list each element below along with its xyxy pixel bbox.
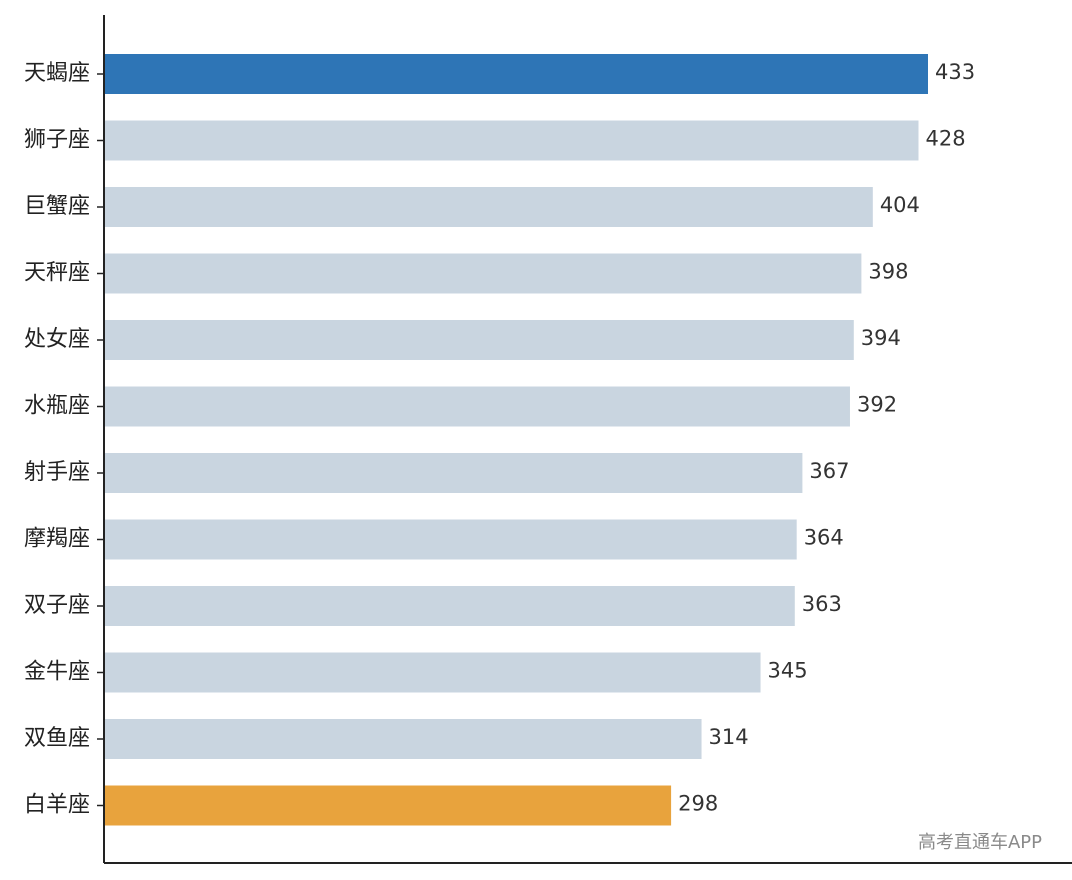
category-label: 摩羯座 (24, 527, 90, 552)
category-label: 处女座 (24, 327, 90, 352)
value-label: 367 (809, 459, 849, 483)
category-label: 白羊座 (24, 793, 90, 818)
category-label: 双鱼座 (24, 726, 90, 751)
bars-group (104, 54, 928, 826)
value-label: 345 (768, 659, 808, 683)
watermark: 高考直通车APP (917, 832, 1042, 853)
y-ticks (97, 73, 104, 807)
bar (104, 453, 803, 493)
bar (104, 785, 672, 826)
bar (104, 320, 854, 360)
value-label: 392 (857, 393, 897, 417)
value-label: 363 (802, 592, 842, 616)
category-label: 天秤座 (24, 261, 90, 286)
value-label: 364 (804, 526, 844, 550)
value-labels: 433 428 404 398 394 392 367 364 363 345 314 298 (678, 60, 975, 816)
value-label: 398 (868, 260, 908, 284)
category-label: 狮子座 (24, 128, 90, 153)
category-label: 射手座 (24, 460, 90, 485)
category-label: 金牛座 (24, 660, 90, 685)
bar (104, 54, 928, 94)
value-label: 433 (935, 60, 975, 84)
category-label: 水瓶座 (24, 394, 90, 419)
value-label: 298 (678, 792, 718, 816)
value-label: 314 (709, 725, 749, 749)
category-label: 双子座 (24, 593, 90, 618)
category-label: 天蝎座 (24, 61, 90, 86)
value-label: 404 (880, 193, 920, 217)
value-label: 428 (925, 127, 965, 151)
value-label: 394 (861, 326, 901, 350)
bar (104, 719, 702, 759)
bar (104, 187, 873, 227)
bar (104, 519, 797, 560)
bar (104, 652, 761, 693)
bar (104, 120, 919, 161)
category-label: 巨蟹座 (24, 194, 90, 219)
bar (104, 253, 862, 294)
bar (104, 586, 795, 626)
bar (104, 386, 850, 427)
